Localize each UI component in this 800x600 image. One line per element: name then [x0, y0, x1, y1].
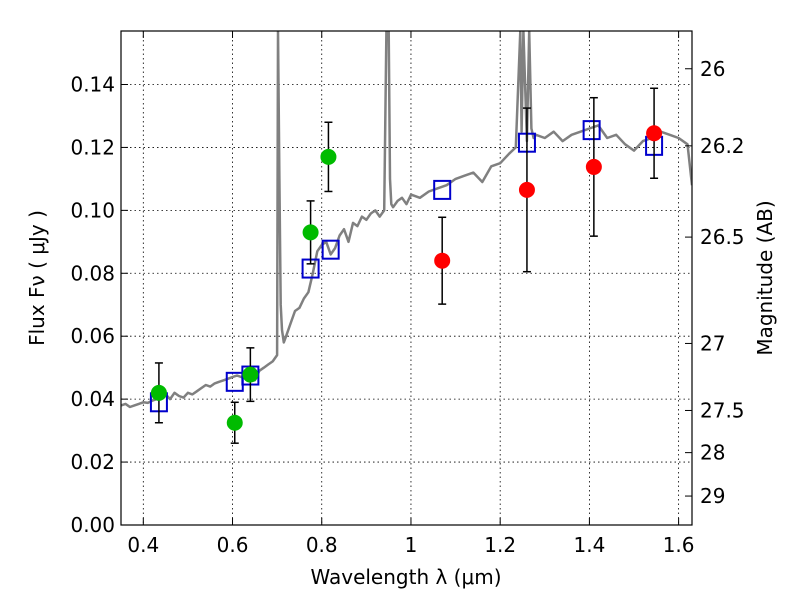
y-tick-label: 0.12: [70, 135, 115, 159]
x-axis-label: Wavelength λ (μm): [310, 565, 501, 589]
model-photometry-square: [433, 179, 452, 200]
x-tick-label: 1.4: [573, 533, 605, 557]
observation-point: [518, 181, 535, 198]
y-tick-label: 0.02: [70, 450, 115, 474]
right-tick-label: 26.2: [700, 134, 745, 158]
plot-area: [121, 31, 692, 525]
x-tick-label: 1: [405, 533, 418, 557]
y-tick-label: 0.06: [70, 324, 115, 348]
right-tick-label: 26.5: [700, 225, 745, 249]
observation-point: [585, 158, 602, 175]
x-tick-label: 1.6: [663, 533, 695, 557]
plot-layer: [121, 31, 692, 444]
observation-point: [320, 148, 337, 165]
x-tick-label: 0.8: [306, 533, 338, 557]
y-tick-label: 0.08: [70, 261, 115, 285]
x-tick-label: 1.2: [484, 533, 516, 557]
observation-point: [226, 414, 243, 431]
observation-point: [434, 252, 451, 269]
y-tick-label: 0.10: [70, 198, 115, 222]
model-photometry-square: [321, 239, 340, 260]
observation-point: [302, 224, 319, 241]
right-tick-label: 27.5: [700, 398, 745, 422]
observation-point: [150, 384, 167, 401]
observation-point: [242, 366, 259, 383]
y-tick-label: 0.04: [70, 387, 115, 411]
right-tick-label: 27: [700, 331, 725, 355]
x-tick-label: 0.4: [127, 533, 159, 557]
right-tick-label: 28: [700, 441, 725, 465]
model-photometry-square: [582, 120, 601, 141]
y-axis-label: Flux Fν ( μJy ): [25, 210, 49, 346]
observation-point: [646, 125, 663, 142]
y-tick-label: 0.00: [70, 513, 115, 537]
right-tick-label: 26: [700, 57, 725, 81]
plot-frame: [120, 30, 693, 526]
y-tick-label: 0.14: [70, 72, 115, 96]
right-axis-label: Magnitude (AB): [753, 200, 777, 355]
ticks: 0.4 0.6 0.8 1 1.2 1.4 1.6 0.00 0.02 0.04 0.06 0.08 0…: [70, 31, 745, 557]
x-tick-label: 0.6: [217, 533, 249, 557]
right-tick-label: 29: [700, 484, 725, 508]
